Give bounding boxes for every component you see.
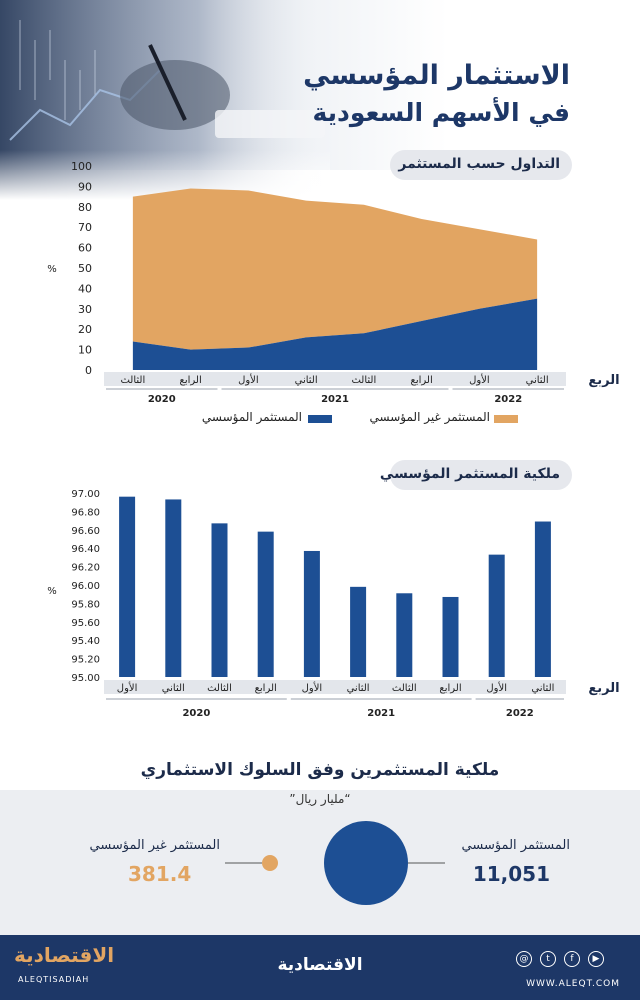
legend-label-institutional: المستثمر المؤسسي: [201, 410, 302, 424]
x-tick-label: الثالث: [207, 683, 232, 694]
y-tick-label: 100: [71, 160, 92, 173]
x-tick-label: الأول: [469, 373, 490, 386]
footer-website[interactable]: WWW.ALEQT.COM: [526, 979, 620, 989]
y-tick-label: 0: [85, 364, 92, 377]
x-tick-label: الثاني: [531, 683, 554, 694]
x-tick-label: الثالث: [351, 375, 376, 386]
y-tick-label: 30: [78, 303, 92, 316]
y-tick-label: 10: [78, 344, 92, 357]
y-tick-label: 95.00: [71, 673, 100, 684]
institutional-bubble: [324, 821, 408, 905]
y-tick-label: 20: [78, 323, 92, 336]
section-title-pill: [390, 150, 572, 180]
hero-photo: [0, 0, 330, 200]
legend-swatch-non-institutional: [494, 415, 518, 423]
bar: [534, 521, 551, 677]
page-title: الاستثمار المؤسسي: [303, 60, 570, 91]
institutional-label: المستثمر المؤسسي: [461, 838, 570, 853]
x-tick-label: الرابع: [439, 683, 461, 694]
y-tick-label: 97.00: [71, 489, 100, 500]
x-tick-label: الرابع: [180, 375, 202, 386]
chart1-section-title: التداول حسب المستثمر: [398, 156, 560, 172]
x-tick-label: الثالث: [392, 683, 417, 694]
bar: [303, 550, 320, 677]
x-tick-label: الثاني: [162, 683, 185, 694]
ownership-bubbles: [225, 821, 445, 905]
y-tick-label: 80: [78, 201, 92, 214]
social-icon[interactable]: f: [564, 951, 580, 967]
social-icon[interactable]: t: [540, 951, 556, 967]
y-tick-label: 96.20: [71, 563, 100, 574]
x-axis-title: الربع: [588, 681, 619, 696]
bar: [165, 499, 182, 677]
x-tick-label: الرابع: [411, 375, 433, 386]
year-label: 2022: [506, 708, 534, 719]
page-subtitle: في الأسهم السعودية: [312, 98, 570, 127]
year-label: 2020: [182, 708, 210, 719]
x-tick-label: الثاني: [347, 683, 370, 694]
x-tick-label: الثاني: [526, 375, 549, 386]
x-axis-title: الربع: [588, 373, 619, 388]
y-axis-unit: %: [47, 264, 57, 275]
year-label: 2022: [494, 394, 522, 405]
x-tick-label: الأول: [302, 681, 323, 694]
footer-bar: الاقتصادية ALEQTISADIAH الاقتصادية WWW.A…: [0, 935, 640, 1000]
ownership-unit: “مليار ريال”: [289, 792, 351, 806]
y-tick-label: 96.60: [71, 526, 100, 537]
legend-swatch-institutional: [308, 415, 332, 423]
year-label: 2021: [367, 708, 395, 719]
x-tick-label: الأول: [486, 681, 507, 694]
institutional-value: 11,051: [472, 862, 550, 886]
bar: [396, 593, 413, 677]
non-institutional-value: 381.4: [128, 862, 192, 886]
bar: [442, 596, 459, 677]
ownership-section-bg: [0, 790, 640, 935]
footer-brand-latin: ALEQTISADIAH: [18, 975, 90, 984]
y-tick-label: 96.80: [71, 507, 100, 518]
y-tick-label: 40: [78, 282, 92, 295]
bar: [211, 523, 228, 677]
non-institutional-bubble: [262, 855, 278, 871]
social-icon[interactable]: @: [516, 951, 532, 967]
y-tick-label: 95.20: [71, 655, 100, 666]
year-label: 2021: [321, 394, 349, 405]
y-tick-label: 70: [78, 221, 92, 234]
footer-social-icons: @ t f ▶: [516, 951, 606, 969]
y-tick-label: 96.40: [71, 544, 100, 555]
bar: [350, 586, 367, 677]
year-label: 2020: [148, 394, 176, 405]
series-area-institutional: [132, 298, 538, 370]
x-tick-label: الثالث: [120, 375, 145, 386]
x-tick-label: الثاني: [295, 375, 318, 386]
y-tick-label: 96.00: [71, 581, 100, 592]
bar: [119, 496, 136, 677]
series-area-non-institutional: [132, 188, 538, 350]
non-institutional-label: المستثمر غير المؤسسي: [89, 838, 220, 853]
section-title-pill: [390, 460, 572, 490]
y-tick-label: 95.80: [71, 599, 100, 610]
bar: [257, 531, 274, 677]
y-tick-label: 95.60: [71, 618, 100, 629]
bar: [488, 554, 505, 677]
x-tick-label: الأول: [117, 681, 138, 694]
footer-center-brand: الاقتصادية: [277, 955, 363, 975]
chart2-section-title: ملكية المستثمر المؤسسي: [379, 466, 560, 482]
footer-brand-logo: الاقتصادية: [14, 943, 115, 967]
x-axis-band: [104, 372, 566, 386]
x-axis-band: [104, 680, 566, 694]
y-tick-label: 50: [78, 262, 92, 275]
y-tick-label: 95.40: [71, 636, 100, 647]
social-icon[interactable]: ▶: [588, 951, 604, 967]
ownership-title: ملكية المستثمرين وفق السلوك الاستثماري: [140, 760, 500, 780]
y-tick-label: 90: [78, 180, 92, 193]
x-tick-label: الرابع: [255, 683, 277, 694]
trading-area-chart: 0 10 20 30 40 50 60 70 80 90 100% الثالث الرابع الأول…: [47, 160, 619, 405]
y-axis-unit: %: [47, 586, 57, 597]
legend-label-non-institutional: المستثمر غير المؤسسي: [369, 410, 490, 424]
x-tick-label: الأول: [238, 373, 259, 386]
y-tick-label: 60: [78, 242, 92, 255]
ownership-bar-chart: 95.00 95.20 95.40 95.60 95.80 96.00 96.20 96.40…: [47, 489, 619, 719]
